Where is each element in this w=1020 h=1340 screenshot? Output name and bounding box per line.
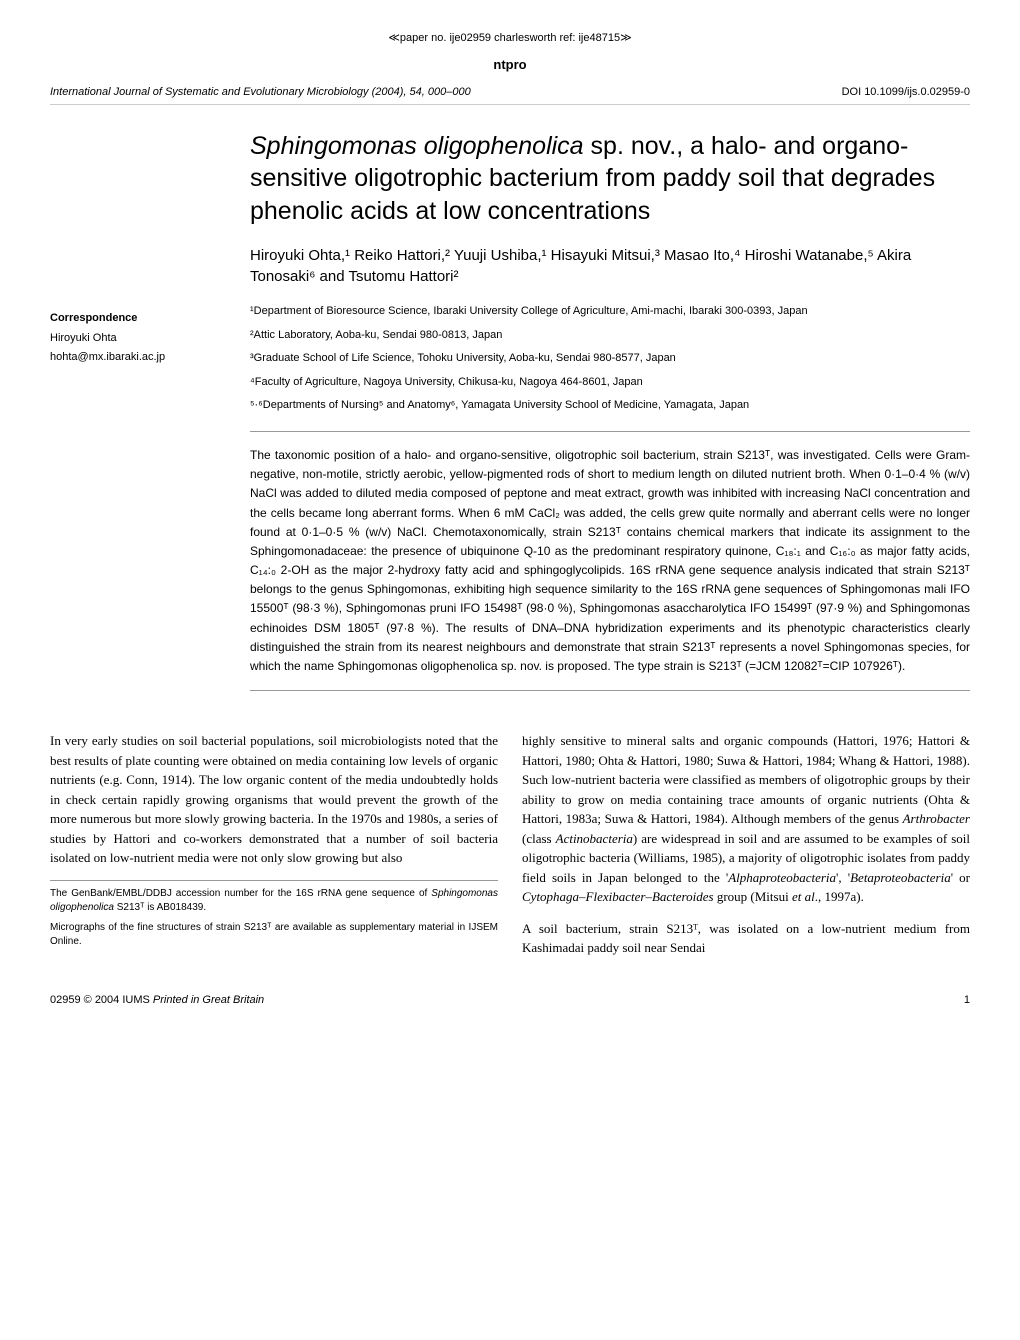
p2-b: (class — [522, 831, 556, 846]
betaproteobacteria: Betaproteobacteria — [850, 870, 951, 885]
page-footer: 02959 © 2004 IUMS Printed in Great Brita… — [50, 992, 970, 1009]
correspondence-name: Hiroyuki Ohta — [50, 330, 230, 347]
footnote-1-b: S213ᵀ is AB018439. — [114, 902, 206, 913]
authors: Hiroyuki Ohta,¹ Reiko Hattori,² Yuuji Us… — [250, 245, 970, 287]
header-grid: Correspondence Hiroyuki Ohta hohta@mx.ib… — [50, 130, 970, 712]
affiliations: ¹Department of Bioresource Science, Ibar… — [250, 303, 970, 415]
p2-e: ' or — [951, 870, 970, 885]
et-al: et al — [792, 889, 815, 904]
correspondence-label: Correspondence — [50, 310, 230, 327]
p2-g: ., 1997a). — [815, 889, 864, 904]
footnote-1: The GenBank/EMBL/DDBJ accession number f… — [50, 887, 498, 915]
footer-code: 02959 — [50, 994, 84, 1006]
p2-d: ', ' — [836, 870, 850, 885]
body-paragraph-2: highly sensitive to mineral salts and or… — [522, 731, 970, 907]
doi: DOI 10.1099/ijs.0.02959-0 — [842, 84, 970, 101]
affiliation-1: ¹Department of Bioresource Science, Ibar… — [250, 303, 970, 321]
journal-header: International Journal of Systematic and … — [50, 84, 970, 105]
genus-arthrobacter: Arthrobacter — [903, 811, 970, 826]
cfb-group: Cytophaga–Flexibacter–Bacteroides — [522, 889, 714, 904]
article-title: Sphingomonas oligophenolica sp. nov., a … — [250, 130, 970, 228]
affiliation-5: ⁵·⁶Departments of Nursing⁵ and Anatomy⁶,… — [250, 397, 970, 415]
abstract: The taxonomic position of a halo- and or… — [250, 431, 970, 691]
affiliation-4: ⁴Faculty of Agriculture, Nagoya Universi… — [250, 374, 970, 392]
body-paragraph-3: A soil bacterium, strain S213ᵀ, was isol… — [522, 919, 970, 958]
journal-name: International Journal of Systematic and … — [50, 84, 471, 101]
footnote-2: Micrographs of the fine structures of st… — [50, 921, 498, 949]
affiliation-2: ²Attic Laboratory, Aoba-ku, Sendai 980-0… — [250, 327, 970, 345]
proof-header: ≪paper no. ije02959 charlesworth ref: ij… — [50, 30, 970, 47]
title-species: Sphingomonas oligophenolica — [250, 132, 584, 160]
alphaproteobacteria: Alphaproteobacteria — [728, 870, 836, 885]
body-text: In very early studies on soil bacterial … — [50, 731, 970, 962]
title-block: Sphingomonas oligophenolica sp. nov., a … — [250, 130, 970, 712]
page-number: 1 — [964, 992, 970, 1009]
correspondence-block: Correspondence Hiroyuki Ohta hohta@mx.ib… — [50, 130, 230, 712]
affiliation-3: ³Graduate School of Life Science, Tohoku… — [250, 350, 970, 368]
class-actinobacteria: Actinobacteria — [556, 831, 633, 846]
p2-f: group (Mitsui — [714, 889, 792, 904]
footer-printed: Printed in Great Britain — [153, 994, 264, 1006]
body-paragraph-1: In very early studies on soil bacterial … — [50, 731, 498, 868]
correspondence-email: hohta@mx.ibaraki.ac.jp — [50, 349, 230, 366]
footer-copyright: © 2004 IUMS — [84, 994, 153, 1006]
footer-left: 02959 © 2004 IUMS Printed in Great Brita… — [50, 992, 264, 1009]
footnote-divider — [50, 880, 498, 881]
footnote-1-a: The GenBank/EMBL/DDBJ accession number f… — [50, 888, 431, 899]
ntpro-label: ntpro — [50, 55, 970, 75]
